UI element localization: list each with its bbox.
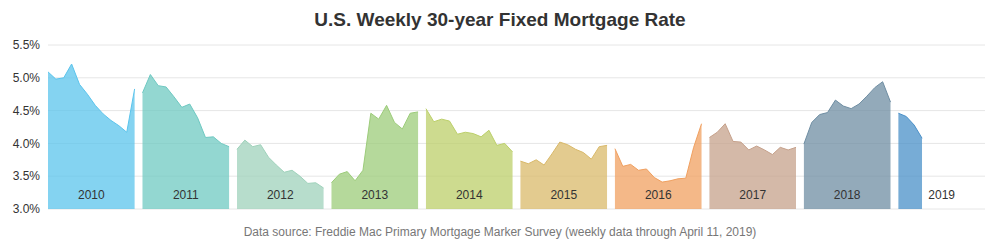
svg-text:2014: 2014: [456, 188, 483, 202]
svg-text:2010: 2010: [78, 188, 105, 202]
svg-text:2013: 2013: [361, 188, 388, 202]
svg-text:5.5%: 5.5%: [13, 40, 41, 52]
svg-text:2017: 2017: [739, 188, 766, 202]
svg-text:3.5%: 3.5%: [13, 169, 41, 183]
svg-text:4.0%: 4.0%: [13, 137, 41, 151]
svg-text:2019: 2019: [928, 188, 955, 202]
svg-text:2012: 2012: [267, 188, 294, 202]
html-text:Data source: Freddie Mac Prima: Data source: Freddie Mac Primary Mortgag…: [243, 225, 757, 239]
svg-text:2015: 2015: [550, 188, 577, 202]
svg-text:4.5%: 4.5%: [13, 104, 41, 118]
svg-text:2016: 2016: [645, 188, 672, 202]
svg-text:5.0%: 5.0%: [13, 71, 41, 85]
svg-text:2018: 2018: [834, 188, 861, 202]
svg-text:2011: 2011: [173, 188, 199, 202]
html-text:U.S. Weekly 30-year Fixed Mort: U.S. Weekly 30-year Fixed Mortgage Rate: [314, 9, 686, 30]
svg-text:3.0%: 3.0%: [13, 202, 41, 215]
